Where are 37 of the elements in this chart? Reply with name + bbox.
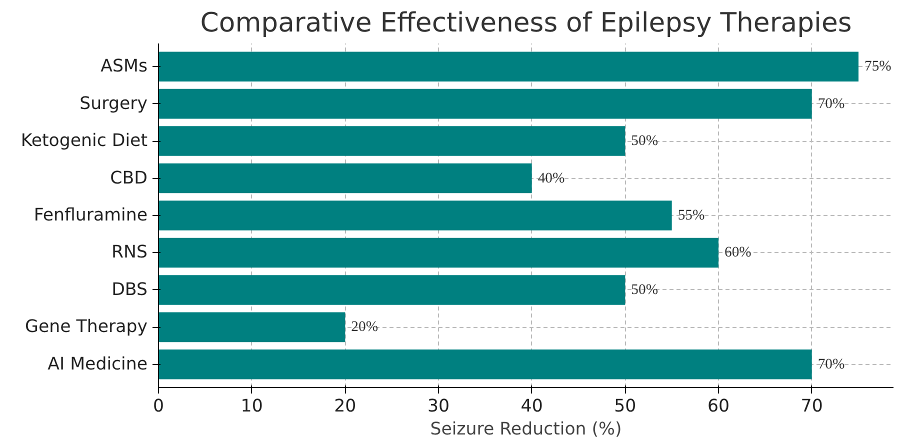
bar [158, 350, 812, 380]
x-tick-label: 0 [152, 396, 164, 416]
x-axis-title: Seizure Reduction (%) [430, 420, 622, 440]
x-tick-label: 30 [427, 396, 450, 416]
y-tick-label: Surgery [80, 94, 148, 114]
bar [158, 88, 812, 119]
y-tick-label: Gene Therapy [25, 317, 148, 338]
y-tick-label: RNS [112, 242, 148, 263]
data-label: 20% [351, 319, 378, 336]
y-tick-label: CBD [110, 168, 148, 188]
x-tick-label: 60 [707, 396, 730, 416]
y-tick-label: AI Medicine [48, 354, 148, 374]
data-label: 70% [818, 356, 845, 372]
bar [158, 238, 718, 268]
y-tick-label: DBS [112, 280, 148, 300]
x-tick-label: 70 [800, 396, 823, 416]
data-label: 75% [864, 58, 892, 75]
x-tick-label: 40 [520, 396, 543, 416]
data-label: 50% [631, 282, 658, 298]
data-label: 60% [724, 244, 752, 261]
x-tick-label: 20 [334, 396, 356, 416]
data-label: 50% [631, 133, 658, 150]
y-tick-label: Ketogenic Diet [20, 131, 148, 152]
chart-title: Comparative Effectiveness of Epilepsy Therapies [200, 8, 852, 38]
data-label: 40% [538, 170, 565, 186]
x-tick-label: 10 [240, 396, 263, 416]
bar [158, 200, 672, 230]
bar [158, 163, 532, 194]
bar [158, 52, 858, 82]
y-tick-label: Fenfluramine [34, 206, 148, 226]
data-label: 70% [818, 96, 845, 112]
data-label: 55% [678, 208, 705, 224]
y-tick-label: ASMs [100, 56, 148, 77]
bar [158, 312, 346, 342]
bar [158, 126, 626, 156]
bar [158, 275, 626, 305]
x-tick-label: 50 [614, 396, 636, 416]
